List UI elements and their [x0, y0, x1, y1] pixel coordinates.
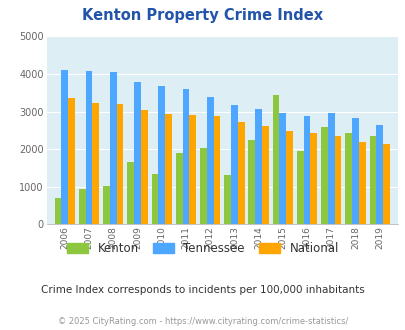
Bar — [375, 125, 382, 224]
Bar — [68, 98, 75, 224]
Bar — [103, 186, 110, 224]
Bar — [382, 144, 389, 224]
Bar — [206, 97, 213, 224]
Text: Crime Index corresponds to incidents per 100,000 inhabitants: Crime Index corresponds to incidents per… — [41, 285, 364, 295]
Bar — [61, 70, 68, 224]
Bar — [261, 126, 268, 224]
Bar — [351, 117, 358, 224]
Bar — [286, 131, 292, 224]
Bar — [127, 162, 134, 224]
Bar — [165, 114, 171, 224]
Bar — [151, 174, 158, 224]
Bar — [320, 127, 327, 224]
Bar — [358, 142, 365, 224]
Bar — [116, 104, 123, 224]
Text: Kenton Property Crime Index: Kenton Property Crime Index — [82, 8, 323, 23]
Bar — [303, 116, 310, 224]
Bar — [255, 109, 261, 224]
Bar — [110, 72, 116, 224]
Bar — [224, 176, 230, 224]
Bar — [158, 86, 165, 224]
Bar — [85, 71, 92, 224]
Bar — [230, 105, 237, 224]
Bar — [334, 136, 341, 224]
Bar — [141, 110, 147, 224]
Legend: Kenton, Tennessee, National: Kenton, Tennessee, National — [62, 237, 343, 260]
Text: © 2025 CityRating.com - https://www.cityrating.com/crime-statistics/: © 2025 CityRating.com - https://www.city… — [58, 317, 347, 326]
Bar — [92, 103, 99, 224]
Bar — [279, 113, 286, 224]
Bar — [189, 115, 196, 224]
Bar — [345, 133, 351, 224]
Bar — [327, 113, 334, 224]
Bar — [175, 153, 182, 224]
Bar — [200, 148, 206, 224]
Bar — [272, 95, 279, 224]
Bar — [296, 151, 303, 224]
Bar — [248, 140, 255, 224]
Bar — [213, 116, 220, 224]
Bar — [369, 136, 375, 224]
Bar — [55, 198, 61, 224]
Bar — [237, 122, 244, 224]
Bar — [182, 89, 189, 224]
Bar — [79, 189, 85, 224]
Bar — [134, 82, 141, 224]
Bar — [310, 133, 316, 224]
